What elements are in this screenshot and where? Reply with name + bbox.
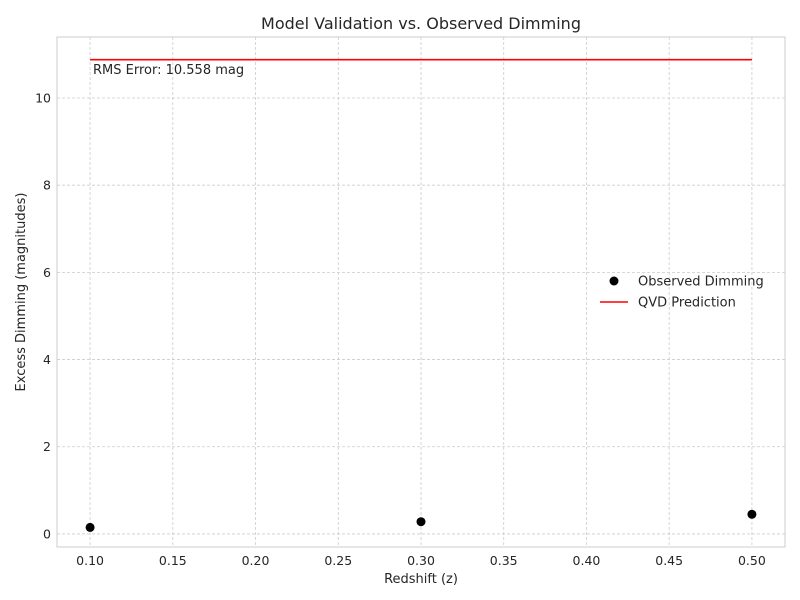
legend-marker-observed: [609, 276, 619, 286]
legend: Observed Dimming QVD Prediction: [600, 275, 764, 311]
series-layer: [85, 58, 757, 532]
y-tick-label: 4: [43, 352, 51, 367]
plot-frame: [56, 36, 786, 548]
x-tick-label: 0.50: [738, 553, 766, 568]
y-tick-label: 2: [43, 439, 51, 454]
x-tick-label: 0.40: [573, 553, 601, 568]
y-tick-label: 6: [43, 265, 51, 280]
x-tick-label: 0.30: [407, 553, 435, 568]
y-axis-label: Excess Dimming (magnitudes): [14, 193, 29, 392]
data-point: [85, 522, 95, 532]
grid-layer: [57, 37, 785, 547]
legend-label: Observed Dimming: [638, 275, 764, 290]
y-tick-label: 10: [35, 91, 51, 106]
rms-error-annotation: RMS Error: 10.558 mag: [93, 63, 244, 78]
x-axis-label: Redshift (z): [384, 572, 458, 587]
x-tick-label: 0.45: [655, 553, 683, 568]
chart-title: Model Validation vs. Observed Dimming: [261, 14, 581, 33]
x-tick-label: 0.15: [159, 553, 187, 568]
y-tick-labels: 0 2 4 6 8 10: [35, 91, 51, 542]
y-tick-label: 8: [43, 178, 51, 193]
legend-label: QVD Prediction: [638, 296, 736, 311]
data-point: [747, 509, 757, 519]
y-tick-label: 0: [43, 526, 51, 541]
x-tick-labels: 0.10 0.15 0.20 0.25 0.30 0.35 0.40 0.45 0.50: [76, 553, 766, 568]
x-tick-label: 0.10: [76, 553, 104, 568]
x-tick-label: 0.35: [490, 553, 518, 568]
data-point: [416, 517, 426, 527]
x-tick-label: 0.20: [242, 553, 270, 568]
x-tick-label: 0.25: [324, 553, 352, 568]
